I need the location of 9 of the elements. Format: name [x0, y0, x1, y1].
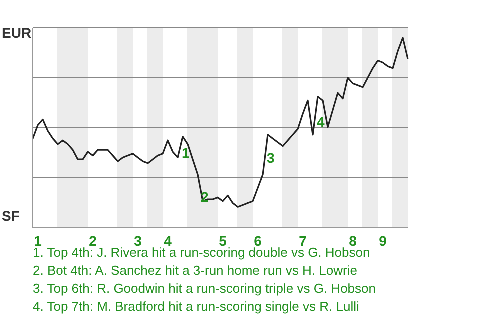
- annotation: 1: [182, 144, 190, 162]
- text: SF: [2, 208, 20, 224]
- text: 3. Top 6th: R. Goodwin hit a run-scoring triple vs G. Hobson: [33, 280, 376, 298]
- text: 2. Bot 4th: A. Sanchez hit a 3-run home run vs H. Lowrie: [33, 262, 358, 280]
- annotation: 4: [317, 113, 325, 131]
- text: 4. Top 7th: M. Bradford hit a run-scoring single vs R. Lulli: [33, 298, 360, 316]
- x-tick-label: 9: [379, 232, 388, 249]
- annotation: 3: [267, 149, 275, 167]
- text: EUR: [2, 25, 32, 41]
